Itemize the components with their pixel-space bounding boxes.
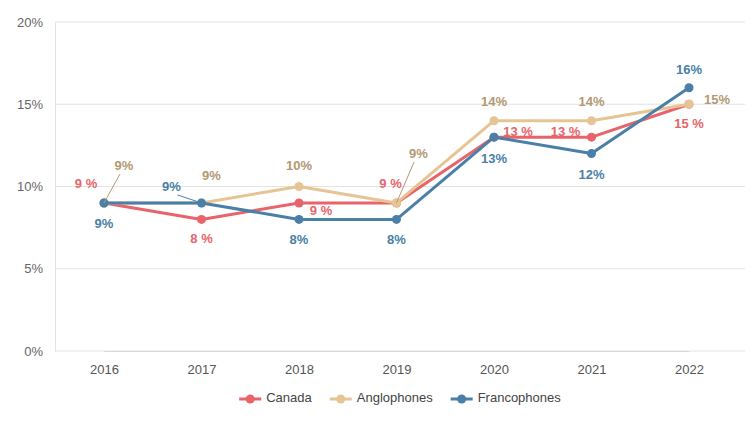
data-label: 9 % xyxy=(310,203,333,218)
y-tick-label: 10% xyxy=(17,179,43,194)
series-marker xyxy=(587,133,596,142)
data-label: 13% xyxy=(481,151,507,166)
data-label: 8% xyxy=(290,232,309,247)
y-tick: 15% xyxy=(17,97,55,112)
data-label: 8% xyxy=(387,232,406,247)
x-tick-label: 2017 xyxy=(188,362,217,377)
x-tick-label: 2021 xyxy=(578,362,607,377)
label-leader xyxy=(397,162,415,203)
grid-line xyxy=(55,104,745,105)
label-leader xyxy=(178,195,202,203)
data-label: 9 % xyxy=(379,176,402,191)
data-label: 15 % xyxy=(674,116,704,131)
legend-item: Anglophones xyxy=(330,390,433,405)
series-line xyxy=(104,104,689,203)
legend-item: Canada xyxy=(239,390,312,405)
legend-marker xyxy=(457,395,466,404)
legend-marker xyxy=(246,395,255,404)
x-tick-label: 2018 xyxy=(285,362,314,377)
series-marker xyxy=(490,133,499,142)
grid-line xyxy=(55,22,745,23)
series-marker xyxy=(295,215,304,224)
y-tick-label: 20% xyxy=(17,15,43,30)
series-marker xyxy=(295,182,304,191)
data-label: 9% xyxy=(95,216,114,231)
data-label: 16% xyxy=(676,62,702,77)
x-tick-label: 2016 xyxy=(90,362,119,377)
data-label: 15% xyxy=(704,92,730,107)
series-marker xyxy=(392,215,401,224)
series-marker xyxy=(295,198,304,207)
data-label: 8 % xyxy=(190,231,213,246)
data-label: 9% xyxy=(162,179,181,194)
x-tick: 2017 xyxy=(188,351,217,377)
series-marker xyxy=(685,100,694,109)
chart: 0% 5% 10% 15% 20% 2016 2017 2018 2019 2020 2021 202… xyxy=(0,0,754,423)
y-tick-label: 5% xyxy=(24,261,43,276)
grid-line xyxy=(55,268,745,269)
data-label: 10% xyxy=(286,158,312,173)
grid xyxy=(55,22,745,351)
plot-area xyxy=(100,83,694,224)
series-marker xyxy=(197,215,206,224)
y-tick: 10% xyxy=(17,179,55,194)
x-tick-label: 2019 xyxy=(383,362,412,377)
x-axis: 2016 2017 2018 2019 2020 2021 2022 xyxy=(90,351,704,377)
data-label: 9% xyxy=(115,158,134,173)
y-tick-label: 15% xyxy=(17,97,43,112)
x-tick: 2020 xyxy=(480,351,509,377)
x-axis-line xyxy=(105,351,690,352)
series-marker xyxy=(490,116,499,125)
x-tick: 2022 xyxy=(675,351,704,377)
x-tick: 2021 xyxy=(578,351,607,377)
series-marker xyxy=(685,83,694,92)
x-tick-label: 2020 xyxy=(480,362,509,377)
legend-label: Francophones xyxy=(478,390,562,405)
y-tick: 20% xyxy=(17,15,55,30)
data-label: 14% xyxy=(481,94,507,109)
series-marker xyxy=(685,100,694,109)
y-axis: 0% 5% 10% 15% 20% xyxy=(17,15,56,359)
x-tick: 2019 xyxy=(383,351,412,377)
y-tick-label: 0% xyxy=(24,344,43,359)
data-label: 13 % xyxy=(503,124,533,139)
data-label: 12% xyxy=(578,167,604,182)
y-tick: 0% xyxy=(24,344,55,359)
series-marker xyxy=(587,116,596,125)
series-marker xyxy=(490,133,499,142)
x-tick-label: 2022 xyxy=(675,362,704,377)
grid-line xyxy=(55,351,745,352)
data-labels: 9 % 8 % 9 % 9 % 13 % 13 % 15 % 9% 9% 10% 9% 14% 14% 1… xyxy=(75,62,731,247)
y-tick: 5% xyxy=(24,261,55,276)
data-label: 9% xyxy=(202,168,221,183)
x-tick: 2018 xyxy=(285,351,314,377)
data-label: 9 % xyxy=(75,176,98,191)
legend-marker xyxy=(336,395,345,404)
data-label: 13 % xyxy=(551,124,581,139)
data-label: 14% xyxy=(578,94,604,109)
series-line xyxy=(104,88,689,220)
y-axis-line xyxy=(55,23,56,352)
legend-label: Anglophones xyxy=(357,390,433,405)
legend-item: Francophones xyxy=(451,390,562,405)
label-leader xyxy=(104,174,120,203)
data-label: 9% xyxy=(409,146,428,161)
legend: Canada Anglophones Francophones xyxy=(239,390,561,405)
x-tick: 2016 xyxy=(90,351,119,377)
series-marker xyxy=(587,149,596,158)
legend-label: Canada xyxy=(266,390,312,405)
